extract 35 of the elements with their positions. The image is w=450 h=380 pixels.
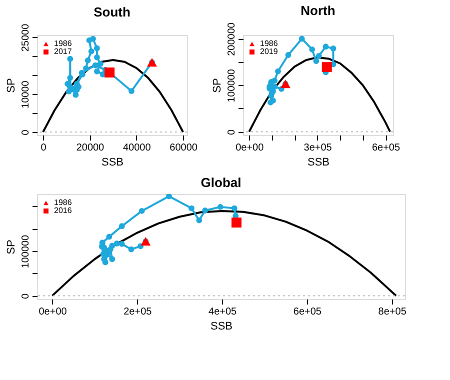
chart-title: South [94, 4, 130, 20]
x-tick-label: 6e+05 [293, 306, 322, 318]
legend-label: 1986 [54, 198, 72, 207]
y-axis-title: SP [6, 78, 18, 93]
y-tick-label: 200000 [226, 22, 238, 56]
x-tick-label: 6e+05 [372, 142, 400, 154]
y-tick-label: 0 [20, 292, 32, 299]
y-tick-label: 100000 [20, 234, 32, 268]
y-axis-title: SP [212, 78, 224, 93]
x-tick-label: 8e+05 [378, 306, 407, 318]
x-tick-label: 0e+00 [38, 306, 68, 318]
y-axis-title: SP [6, 240, 18, 254]
x-axis-title: SSB [101, 156, 124, 168]
legend-label: 1986 [54, 39, 72, 48]
chart-title: North [300, 3, 336, 18]
chart-title: Global [200, 175, 242, 190]
x-tick-label: 0 [40, 142, 47, 154]
x-tick-label: 4e+05 [208, 306, 238, 318]
legend-label: 1986 [260, 39, 278, 48]
legend-label: 2017 [54, 47, 72, 56]
y-tick-label: 0 [226, 129, 238, 136]
y-tick-label: 25000 [20, 23, 32, 52]
y-tick-label: 0 [20, 129, 32, 136]
x-tick-label: 60000 [170, 142, 198, 154]
x-tick-label: 40000 [122, 142, 152, 154]
x-tick-label: 0e+00 [236, 142, 264, 154]
legend-label: 2016 [54, 206, 72, 215]
x-axis-title: SSB [307, 156, 330, 168]
x-tick-label: 3e+05 [304, 142, 332, 154]
legend-label: 2019 [260, 47, 278, 56]
x-tick-label: 20000 [76, 142, 105, 154]
x-axis-title: SSB [210, 320, 233, 332]
y-tick-label: 10000 [20, 80, 32, 108]
y-tick-label: 100000 [226, 68, 238, 102]
x-tick-label: 2e+05 [124, 306, 152, 318]
